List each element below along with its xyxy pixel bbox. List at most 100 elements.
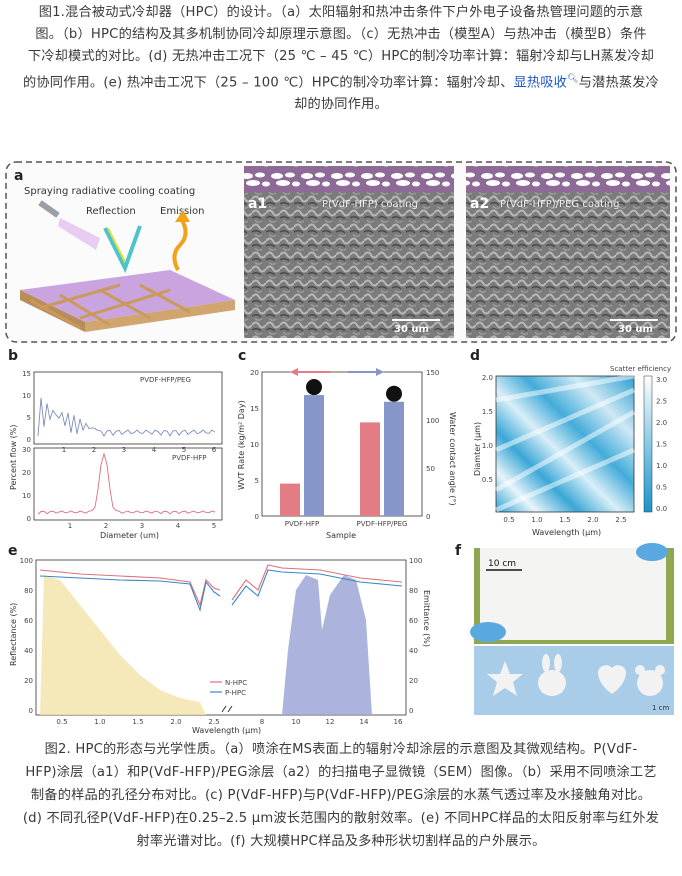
caption2-line: HFP)涂层（a1）和P(VdF-HFP)/PEG涂层（a2）的扫描电子显微镜（… (25, 765, 657, 780)
caption2-line: 制备的样品的孔径分布对比。(c) P(VdF-HFP)与P(VdF-HFP)/P… (30, 788, 652, 803)
e-ytick: 40 (24, 647, 33, 655)
panel-c-label: c (238, 348, 246, 364)
search-icon[interactable]: 🔍︎ (567, 74, 579, 84)
panel-a-label: a (14, 168, 23, 184)
panel-e-label: e (8, 543, 18, 559)
d-ytick: 1.5 (482, 408, 493, 416)
d-ytick: 1.0 (482, 442, 493, 450)
caption1-line: 的协同作用。(e) 热冲击工况下（25 – 100 ℃）HPC的制冷功率计算：辐… (0, 68, 682, 94)
reflection-arrow-icon (103, 225, 142, 274)
spray-gun-icon (38, 200, 100, 250)
c-y2tick: 0 (426, 513, 430, 521)
colorbar-tick: 1.5 (656, 441, 667, 449)
wvt-contact-angle-chart: WVT Rate (kg/m² Day) Water contact angle… (237, 368, 457, 540)
c-bar-contact-angle (384, 401, 404, 516)
e-ylabel: Reflectance (%) (9, 603, 18, 666)
e-y2tick: 60 (409, 617, 418, 625)
e-y2tick: 40 (409, 647, 418, 655)
e-xtick-left: 2.5 (208, 718, 219, 726)
legend-n-hpc: N-HPC (225, 679, 247, 687)
legend-p-hpc: P-HPC (225, 689, 246, 697)
b-top-xtick: 1 (62, 446, 66, 454)
caption1-line: 下冷却模式的对比。(d) 无热冲击工况下（25 ℃ – 45 ℃）HPC的制冷功… (27, 49, 655, 64)
keyword-link[interactable]: 显热吸收 (513, 75, 568, 91)
e-xlabel: Wavelength (μm) (192, 726, 261, 735)
d-xtick: 1.5 (559, 516, 570, 524)
a1-label: a1 (248, 196, 267, 212)
c-ytick: 0 (255, 513, 259, 521)
a2-scale-bar: 30 um (618, 324, 653, 335)
b-bottom-ytick: 30 (22, 446, 31, 454)
b-legend-top: PVDF-HFP/PEG (140, 376, 191, 384)
b-legend-bottom: PVDF-HFP (172, 454, 206, 462)
p-hpc-curve-left (39, 575, 221, 612)
b-bottom-ytick: 10 (22, 492, 31, 500)
e-xtick-left: 2.0 (170, 718, 181, 726)
e-ytick: 100 (20, 557, 33, 565)
b-top-xtick: 3 (122, 446, 126, 454)
b-series-pvdf-line (37, 452, 216, 515)
b-bottom-ytick: 0 (27, 515, 31, 523)
water-droplet-icon (386, 385, 402, 402)
c-ytick: 20 (250, 369, 259, 377)
f-scale-bar-small: 1 cm (652, 704, 670, 712)
bear-sample-icon (637, 670, 663, 696)
e-xtick-right: 10 (292, 718, 301, 726)
b-bottom-xtick: 5 (212, 522, 216, 530)
d-ylabel: Diamter (μm) (473, 422, 482, 476)
e-xtick-left: 1.5 (132, 718, 143, 726)
a2-coating-text: P(VdF-HFP)/PEG coating (500, 199, 619, 210)
b-top-ytick: 5 (27, 414, 31, 422)
caption1-line: 图。（b）HPC的结构及其多机制协同冷却原理示意图。（c）无热冲击（模型A）与热… (35, 27, 647, 42)
e-y2tick: 0 (409, 707, 413, 715)
colorbar-tick: 3.0 (656, 376, 667, 384)
c-ytick: 5 (255, 477, 259, 485)
c-y2tick: 100 (426, 417, 439, 425)
e-xtick-right: 14 (360, 718, 369, 726)
b-series-peg-line (37, 397, 216, 437)
outdoor-sample-photo: 10 cm 1 cm (470, 543, 674, 715)
sem-image-a1: a1 P(VdF-HFP) coating 30 um (244, 166, 454, 338)
d-xtick: 1.0 (531, 516, 542, 524)
d-xlabel: Wavelength (μm) (532, 528, 601, 537)
c-xtick: PVDF-HFP/PEG (357, 520, 408, 528)
caption2-line: 射率光谱对比。(f) 大规模HPC样品及多种形状切割样品的户外展示。 (136, 834, 546, 849)
p-hpc-curve-right (231, 569, 403, 606)
reflectance-emittance-chart: Reflectance (%) Emittance (%) Wavelength… (9, 557, 431, 735)
glove-icon (470, 622, 506, 642)
e-xtick-right: 16 (394, 718, 403, 726)
d-xtick: 0.5 (503, 516, 514, 524)
b-bottom-xtick: 1 (68, 522, 72, 530)
atmospheric-window-area (282, 575, 372, 715)
panel-b-label: b (8, 348, 18, 364)
spray-title: Spraying radiative cooling coating (24, 186, 195, 197)
e-ytick: 60 (24, 617, 33, 625)
figure2-caption: 图2. HPC的形态与光学性质。（a）喷涂在MS表面上的辐射冷却涂层的示意图及其… (0, 738, 682, 853)
d-ytick: 0.5 (482, 476, 493, 484)
scatter-efficiency-map: Scatter efficiency Diamter (μm) Waveleng… (473, 365, 671, 537)
a1-scale-bar: 30 um (394, 324, 429, 335)
a2-label: a2 (470, 196, 489, 212)
pore-distribution-chart: Percent flow (%) Diameter (um) PVDF-HFP/… (9, 370, 223, 540)
f-scale-bar: 10 cm (488, 559, 516, 569)
c-ytick: 15 (250, 405, 259, 413)
c-y2label: Water contact angle (°) (448, 412, 457, 506)
e-xtick-right: 12 (326, 718, 335, 726)
b-top-ytick: 15 (22, 370, 31, 378)
caption1-line4-end: 与潜热蒸发冷 (578, 75, 659, 91)
rabbit-sample-icon (538, 670, 566, 696)
c-y2tick: 150 (426, 369, 439, 377)
axis-break-icon (221, 705, 233, 713)
e-y2label: Emittance (%) (422, 590, 431, 647)
d-xtick: 2.5 (615, 516, 626, 524)
caption2-line: 图2. HPC的形态与光学性质。（a）喷涂在MS表面上的辐射冷却涂层的示意图及其… (44, 742, 638, 757)
b-bottom-xtick: 2 (104, 522, 108, 530)
figure1-caption: 图1.混合被动式冷却器（HPC）的设计。（a）太阳辐射和热冲击条件下户外电子设备… (0, 2, 682, 116)
b-top-xtick: 4 (152, 446, 157, 454)
colorbar-tick: 1.0 (656, 462, 667, 470)
e-y2tick: 20 (409, 677, 418, 685)
heart-sample-icon (598, 665, 626, 694)
b-bottom-xtick: 4 (176, 522, 181, 530)
b-ylabel: Percent flow (%) (9, 424, 18, 490)
panel-f-label: f (455, 543, 462, 559)
